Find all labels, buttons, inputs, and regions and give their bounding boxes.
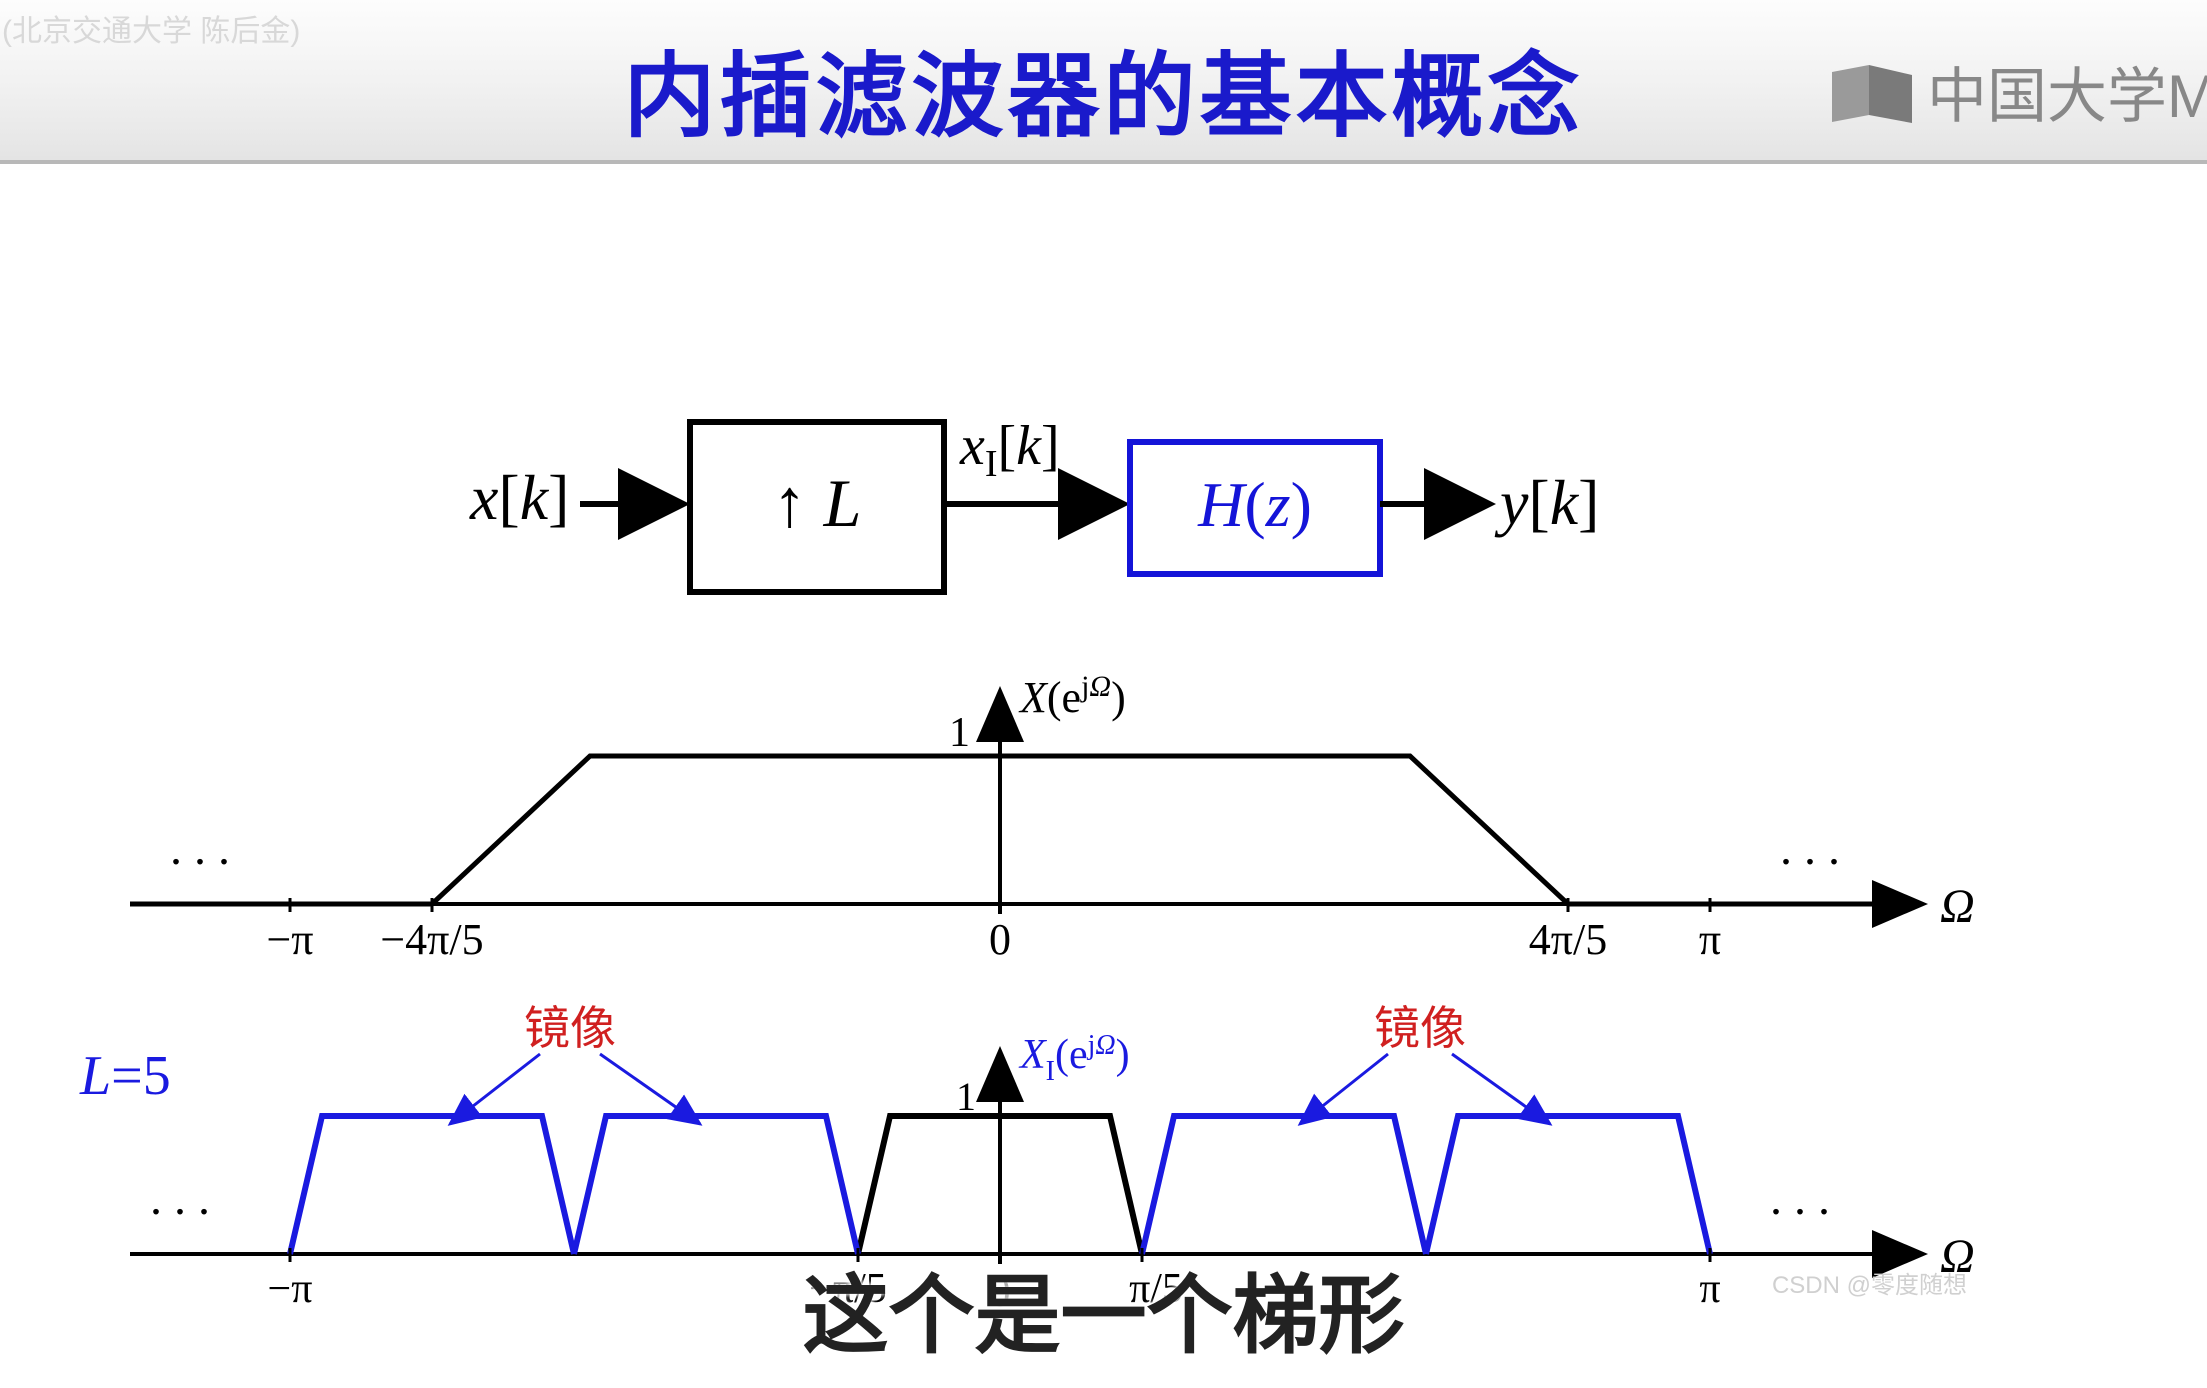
output-label: y[k]	[1494, 467, 1599, 538]
y-axis-label-bot: XI(ejΩ)	[1018, 1030, 1130, 1087]
book-icon	[1827, 57, 1917, 127]
ellipsis-right-bot: . . .	[1770, 1172, 1830, 1225]
spectrum-top: 1 X(ejΩ) Ω −π −4π/5 0 4π/5 π . . . . . .	[0, 654, 2207, 994]
mirror-label-left: 镜像	[524, 1003, 616, 1054]
xtick--4pi5: −4π/5	[380, 915, 483, 964]
ytick-1-bot: 1	[956, 1074, 976, 1119]
xtick-pi: π	[1699, 915, 1721, 964]
x-axis-label-top: Ω	[1940, 880, 1975, 933]
y-axis-label-top: X(ejΩ)	[1018, 670, 1126, 722]
watermark: CSDN @零度随想	[1772, 1265, 1967, 1300]
xtick-4pi5: 4π/5	[1529, 915, 1607, 964]
trapezoid-top	[130, 756, 1920, 904]
image-trap-m2	[290, 1116, 574, 1254]
ellipsis-left-top: . . .	[170, 822, 230, 875]
logo: 中国大学M	[1827, 48, 2207, 135]
header-bar: (北京交通大学 陈后金) 内插滤波器的基本概念 中国大学M	[0, 0, 2207, 164]
mid-label: xI[k]	[959, 415, 1060, 485]
upsampler-label: ↑ L	[773, 465, 862, 541]
block-diagram: x[k] ↑ L xI[k] H(z) y[k]	[0, 164, 2207, 664]
xtick-0: 0	[989, 915, 1011, 964]
filter-label: H(z)	[1197, 469, 1312, 540]
L-label: L=5	[79, 1045, 171, 1107]
logo-text: 中国大学M	[1927, 48, 2207, 135]
image-trap-p1	[1142, 1116, 1426, 1254]
input-label: x[k]	[469, 462, 569, 533]
ytick-1-top: 1	[949, 710, 970, 756]
ellipsis-right-top: . . .	[1780, 822, 1840, 875]
subtitle-caption: 这个是一个梯形	[0, 1245, 2207, 1370]
ellipsis-left-bot: . . .	[150, 1172, 210, 1225]
xtick--pi: −π	[266, 915, 313, 964]
image-trap-p2	[1426, 1116, 1710, 1254]
mirror-label-right: 镜像	[1374, 1003, 1466, 1054]
image-trap-m1	[574, 1116, 858, 1254]
